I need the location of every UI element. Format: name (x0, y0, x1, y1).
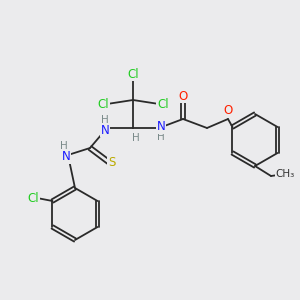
Text: N: N (157, 121, 165, 134)
Text: O: O (224, 104, 232, 118)
Text: O: O (178, 89, 188, 103)
Text: N: N (61, 151, 70, 164)
Text: Cl: Cl (157, 98, 169, 112)
Text: S: S (108, 157, 116, 169)
Text: Cl: Cl (97, 98, 109, 112)
Text: Cl: Cl (27, 191, 39, 205)
Text: H: H (132, 133, 140, 143)
Text: H: H (101, 115, 109, 125)
Text: H: H (60, 141, 68, 151)
Text: Cl: Cl (127, 68, 139, 80)
Text: H: H (157, 132, 165, 142)
Text: N: N (100, 124, 109, 136)
Text: CH₃: CH₃ (275, 169, 295, 179)
